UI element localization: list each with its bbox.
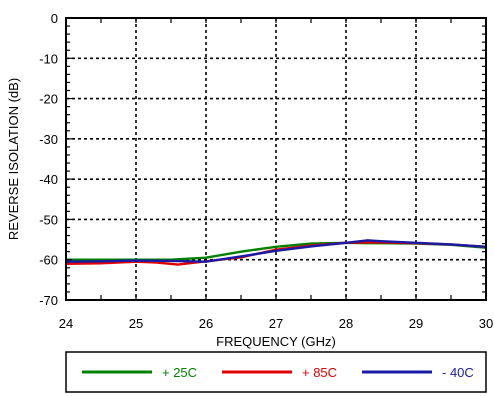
x-tick-labels: 24 25 26 27 28 29 30 [59, 316, 493, 331]
y-tick-label: -30 [39, 132, 58, 147]
y-tick-labels: 0 -10 -20 -30 -40 -50 -60 -70 [39, 11, 58, 308]
y-tick-label: -60 [39, 253, 58, 268]
legend: + 25C + 85C - 40C [66, 352, 486, 392]
grid-lines [66, 18, 486, 300]
y-tick-label: 0 [51, 11, 58, 26]
y-tick-label: -70 [39, 293, 58, 308]
x-tick-label: 27 [269, 316, 283, 331]
x-tick-label: 25 [129, 316, 143, 331]
x-tick-label: 26 [199, 316, 213, 331]
x-tick-label: 30 [479, 316, 493, 331]
legend-label-1: + 25C [162, 365, 197, 380]
y-tick-label: -20 [39, 92, 58, 107]
y-tick-label: -10 [39, 51, 58, 66]
legend-label-2: + 85C [302, 365, 337, 380]
x-tick-label: 29 [409, 316, 423, 331]
x-axis-label: FREQUENCY (GHz) [216, 334, 336, 349]
y-tick-label: -40 [39, 172, 58, 187]
x-tick-label: 24 [59, 316, 73, 331]
y-tick-label: -50 [39, 212, 58, 227]
x-tick-label: 28 [339, 316, 353, 331]
y-axis-label: REVERSE ISOLATION (dB) [6, 78, 21, 240]
legend-label-3: - 40C [442, 365, 474, 380]
